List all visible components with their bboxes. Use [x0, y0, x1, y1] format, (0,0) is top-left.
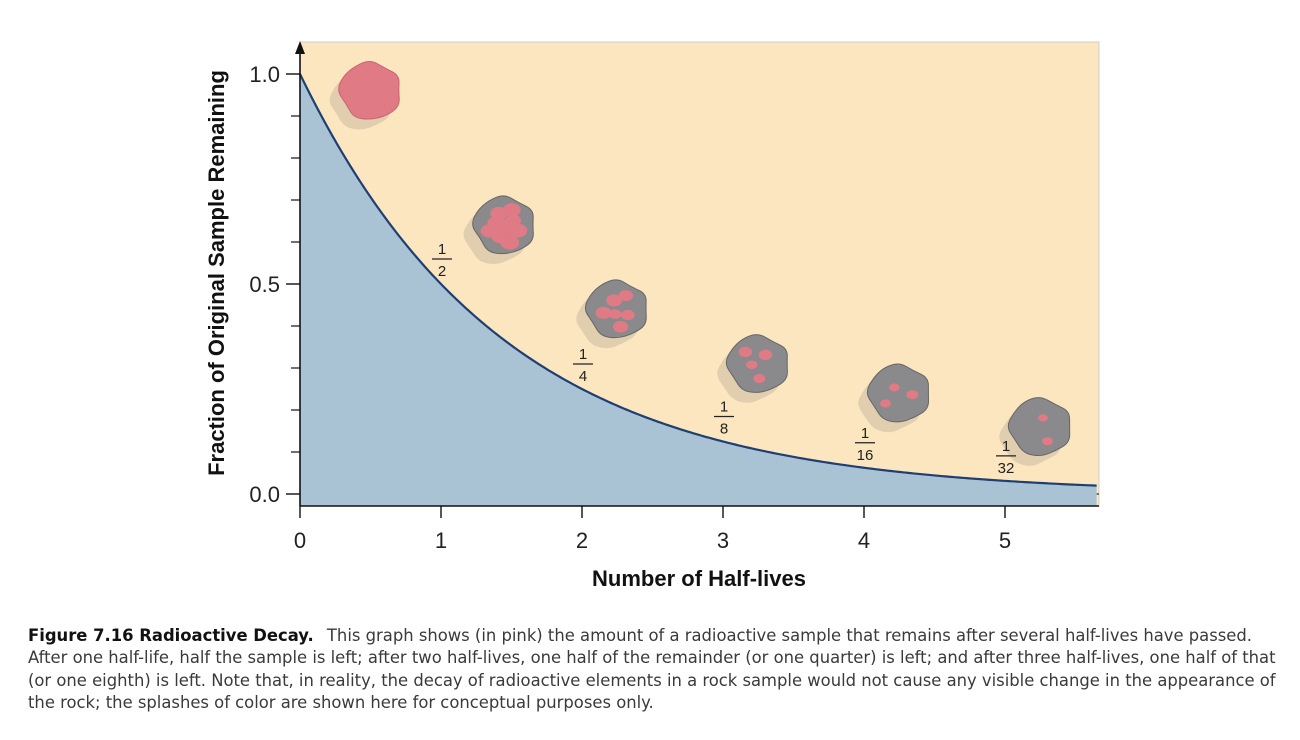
y-axis-title: Fraction of Original Sample Remaining [204, 70, 229, 476]
axes: 0.00.51.00 1 2 3 4 5 [249, 41, 1099, 553]
fraction-numerator: 1 [1002, 438, 1010, 455]
x-tick-label: 1 [435, 528, 447, 553]
rock-pink-spot [621, 309, 635, 321]
rock-pink-spot [508, 223, 528, 238]
y-tick-label: 0.0 [249, 482, 280, 507]
fraction-label-5: 132 [996, 438, 1016, 477]
area-under-curve [300, 74, 1097, 506]
decay-curve-layer [299, 73, 1097, 506]
x-tick-label: 3 [717, 528, 729, 553]
rock-1 [329, 61, 400, 130]
fraction-denominator: 4 [579, 368, 587, 385]
rock-pink-spot [746, 360, 758, 370]
fraction-denominator: 32 [998, 460, 1015, 477]
rock-pink-spot [738, 346, 753, 357]
fraction-label-1: 12 [432, 241, 452, 280]
rock-pink-spot [880, 399, 892, 408]
rock-4 [717, 334, 788, 403]
caption-label: Figure 7.16 Radioactive Decay. [28, 626, 314, 645]
rock-pink-spot [1042, 437, 1053, 446]
rock-pink-spot [503, 203, 521, 217]
fraction-numerator: 1 [861, 425, 869, 442]
rock-body [1007, 397, 1071, 457]
rock-pink-spot [612, 321, 629, 333]
decay-curve [299, 73, 1097, 487]
fraction-numerator: 1 [438, 241, 446, 258]
y-tick-label: 0.5 [249, 272, 280, 297]
rock-pink-spot [889, 383, 900, 392]
rock-6 [999, 397, 1071, 466]
rock-pink-spot [618, 290, 634, 301]
rock-pink-spot [480, 224, 499, 238]
rock-2 [463, 195, 534, 264]
rock-pink-spot [1038, 414, 1048, 422]
fraction-denominator: 16 [857, 447, 874, 464]
rock-body [866, 363, 930, 423]
rock-pink-spot [906, 390, 919, 400]
fraction-label-2: 14 [573, 346, 593, 385]
fraction-numerator: 1 [579, 346, 587, 363]
rock-pink-spot [500, 235, 520, 250]
x-tick-label: 5 [999, 528, 1011, 553]
rock-pink-spot [595, 306, 612, 319]
rock-3 [576, 279, 647, 349]
rock-pink-spot [505, 214, 522, 227]
x-tick-label: 0 [294, 528, 306, 553]
figure-caption: Figure 7.16 Radioactive Decay. This grap… [28, 625, 1278, 715]
y-axis-arrow [295, 41, 305, 54]
fraction-label-4: 116 [855, 425, 875, 464]
x-tick-label: 4 [858, 528, 870, 553]
rock-body [338, 61, 400, 120]
rock-pink-spot [753, 374, 766, 384]
y-tick-label: 1.0 [249, 62, 280, 87]
rock-illustrations [329, 61, 1071, 466]
rock-pink-spot [606, 294, 623, 307]
fraction-label-3: 18 [714, 399, 734, 438]
rock-pink-spot [608, 309, 622, 319]
rock-5 [858, 363, 930, 433]
x-axis-title: Number of Half-lives [592, 566, 806, 591]
x-tick-label: 2 [576, 528, 588, 553]
fraction-numerator: 1 [720, 399, 728, 416]
rock-pink-spot [758, 349, 773, 360]
caption-text: This graph shows (in pink) the amount of… [28, 626, 1276, 713]
fraction-denominator: 2 [438, 263, 446, 280]
fraction-denominator: 8 [720, 421, 728, 438]
